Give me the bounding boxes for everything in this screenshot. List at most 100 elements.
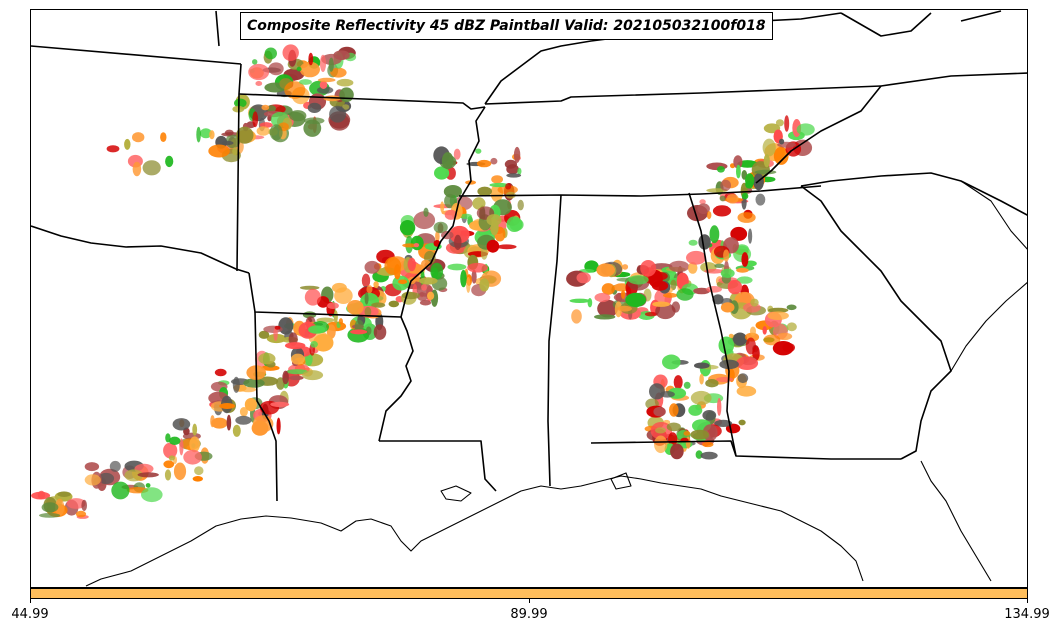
border-northeast — [840, 12, 932, 37]
reflectivity-blob — [690, 390, 712, 406]
reflectivity-blob — [317, 77, 336, 83]
reflectivity-blob — [733, 155, 743, 169]
border-ok-ar-west — [236, 63, 242, 272]
reflectivity-blob — [235, 415, 252, 425]
reflectivity-blob — [264, 47, 277, 60]
reflectivity-blob — [183, 449, 202, 465]
reflectivity-blob — [723, 249, 730, 262]
reflectivity-blob — [210, 415, 215, 428]
reflectivity-blob — [327, 302, 339, 310]
reflectivity-blob — [339, 87, 354, 103]
reflectivity-blob — [261, 104, 270, 111]
reflectivity-blob — [479, 278, 490, 292]
reflectivity-blob — [454, 234, 462, 250]
reflectivity-blob — [594, 292, 611, 303]
border-mo-ar — [238, 93, 486, 110]
reflectivity-blob — [736, 385, 757, 397]
reflectivity-blob — [273, 326, 278, 341]
reflectivity-blob — [775, 119, 784, 127]
colorbar-tick-mark-1 — [529, 599, 530, 603]
reflectivity-blob — [302, 370, 324, 381]
reflectivity-blob — [480, 247, 488, 260]
reflectivity-blob — [702, 410, 717, 421]
reflectivity-blob — [274, 325, 281, 330]
reflectivity-blob — [748, 228, 753, 244]
reflectivity-blob — [232, 424, 241, 437]
map-title: Composite Reflectivity 45 dBZ Paintball … — [240, 12, 773, 40]
reflectivity-blob — [737, 373, 749, 384]
reflectivity-blob — [796, 123, 815, 136]
reflectivity-blob — [284, 81, 306, 99]
reflectivity-blob — [329, 105, 347, 123]
reflectivity-blob — [745, 173, 755, 188]
reflectivity-blob — [252, 111, 259, 128]
reflectivity-blob — [768, 307, 789, 313]
reflectivity-blob — [491, 175, 503, 184]
reflectivity-blob — [702, 441, 714, 448]
reflectivity-blob — [714, 263, 725, 268]
reflectivity-blob — [453, 148, 461, 160]
reflectivity-blob — [695, 450, 703, 459]
reflectivity-blob — [303, 119, 322, 137]
reflectivity-blob — [695, 404, 702, 411]
reflectivity-blob — [686, 250, 707, 265]
reflectivity-blob — [304, 288, 321, 306]
reflectivity-blob — [142, 160, 161, 176]
reflectivity-blob — [269, 124, 283, 141]
reflectivity-blob — [441, 152, 454, 170]
reflectivity-blob — [762, 138, 776, 157]
border-northeast-2 — [960, 10, 1002, 22]
reflectivity-blob — [81, 499, 87, 512]
reflectivity-blob — [365, 326, 372, 336]
reflectivity-blob — [319, 54, 327, 72]
colorbar — [30, 588, 1028, 599]
reflectivity-blob — [670, 279, 677, 291]
reflectivity-blob — [299, 285, 320, 290]
reflectivity-blob — [475, 148, 482, 154]
reflectivity-blob — [109, 460, 121, 472]
reflectivity-blob — [676, 288, 694, 301]
reflectivity-blob — [736, 267, 749, 273]
reflectivity-blob — [141, 487, 163, 503]
reflectivity-blob — [413, 211, 436, 230]
reflectivity-blob — [307, 102, 322, 113]
colorbar-tick-mark-0 — [30, 599, 31, 603]
reflectivity-blob — [687, 262, 698, 274]
reflectivity-blob — [726, 194, 739, 204]
reflectivity-blob — [289, 110, 307, 122]
reflectivity-blob — [240, 387, 257, 393]
reflectivity-blob — [433, 221, 448, 234]
reflectivity-blob — [57, 491, 71, 498]
reflectivity-blob — [741, 252, 749, 267]
reflectivity-blob — [165, 155, 174, 168]
reflectivity-blob — [328, 57, 334, 72]
reflectivity-blob — [124, 138, 131, 150]
reflectivity-blob — [720, 302, 735, 313]
reflectivity-blob — [417, 292, 429, 302]
reflectivity-blob — [192, 476, 203, 482]
reflectivity-blob — [700, 451, 718, 460]
reflectivity-blob — [706, 211, 712, 220]
reflectivity-blob — [472, 197, 486, 210]
reflectivity-blob — [763, 334, 781, 346]
reflectivity-blob — [683, 381, 691, 389]
reflectivity-paintball-layer — [31, 44, 815, 519]
reflectivity-blob — [336, 78, 354, 87]
reflectivity-blob — [471, 269, 477, 284]
reflectivity-blob — [261, 365, 280, 371]
reflectivity-blob — [410, 235, 424, 251]
reflectivity-blob — [296, 66, 302, 72]
reflectivity-blob — [393, 264, 401, 280]
reflectivity-blob — [698, 234, 711, 250]
reflectivity-blob — [668, 260, 690, 273]
reflectivity-blob — [621, 290, 626, 299]
reflectivity-blob — [431, 267, 439, 279]
reflectivity-blob — [673, 375, 683, 390]
reflectivity-blob — [649, 383, 665, 400]
reflectivity-blob — [719, 195, 726, 202]
reflectivity-blob — [699, 199, 706, 205]
border-ga-sc — [800, 172, 1027, 216]
reflectivity-blob — [773, 146, 789, 165]
reflectivity-blob — [786, 322, 797, 332]
reflectivity-blob — [37, 490, 46, 500]
